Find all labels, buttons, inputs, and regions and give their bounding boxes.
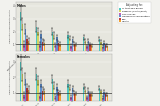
Bar (103, 92, 105, 106)
Bar (26, 88, 28, 106)
Bar (99, 39, 100, 57)
Bar (99, 88, 100, 106)
Bar (59, 44, 61, 57)
Legend: % that age group, Regions (South/East), SES checks, Household composition, SES, : % that age group, Regions (South/East), … (118, 2, 151, 23)
Bar (69, 87, 70, 106)
Bar (83, 37, 84, 57)
Bar (53, 85, 54, 106)
Bar (52, 79, 53, 106)
Bar (44, 91, 45, 106)
Bar (100, 42, 102, 57)
Bar (58, 43, 59, 57)
Y-axis label: Odds ratio compared to White: Odds ratio compared to White (10, 10, 11, 43)
Bar (28, 90, 29, 106)
Bar (58, 92, 59, 106)
Bar (56, 37, 58, 57)
Bar (36, 26, 37, 57)
Bar (102, 47, 103, 57)
Bar (74, 44, 75, 57)
Bar (70, 46, 72, 57)
Bar (72, 39, 73, 57)
Bar (56, 87, 58, 106)
Bar (105, 94, 106, 106)
Bar (26, 39, 28, 57)
Bar (103, 43, 105, 57)
Bar (100, 91, 102, 106)
Bar (22, 24, 23, 57)
Bar (22, 74, 23, 106)
Bar (107, 46, 108, 57)
Bar (75, 44, 76, 57)
Bar (25, 29, 26, 57)
Bar (28, 41, 29, 57)
Bar (53, 36, 54, 57)
Bar (84, 90, 86, 106)
Bar (42, 91, 44, 106)
Bar (36, 74, 37, 106)
Bar (59, 93, 61, 106)
Bar (83, 87, 84, 106)
Bar (37, 80, 39, 106)
Bar (67, 84, 69, 106)
Bar (52, 32, 53, 57)
Text: Females: Females (17, 55, 31, 59)
Bar (40, 84, 42, 106)
Bar (88, 41, 89, 57)
Bar (20, 62, 21, 106)
Bar (72, 88, 73, 106)
Bar (23, 44, 25, 57)
Text: Males: Males (17, 4, 27, 8)
Bar (91, 94, 92, 106)
Bar (86, 46, 88, 57)
Bar (86, 97, 88, 106)
Bar (91, 45, 92, 57)
Bar (74, 93, 75, 106)
Bar (40, 34, 42, 57)
Bar (107, 95, 108, 106)
Bar (55, 45, 56, 57)
Y-axis label: Odds ratio compared to White: Odds ratio compared to White (10, 61, 11, 94)
Bar (39, 45, 40, 57)
Bar (75, 94, 76, 106)
Bar (42, 42, 44, 57)
Bar (55, 96, 56, 106)
Bar (44, 43, 45, 57)
Bar (70, 97, 72, 106)
Bar (88, 91, 89, 106)
Bar (84, 41, 86, 57)
Bar (67, 35, 69, 57)
Bar (23, 95, 25, 106)
Bar (20, 12, 21, 57)
Bar (105, 45, 106, 57)
Bar (39, 96, 40, 106)
Bar (37, 32, 39, 57)
Bar (25, 79, 26, 106)
Bar (89, 44, 91, 57)
Bar (102, 98, 103, 106)
Bar (69, 38, 70, 57)
Bar (89, 94, 91, 106)
